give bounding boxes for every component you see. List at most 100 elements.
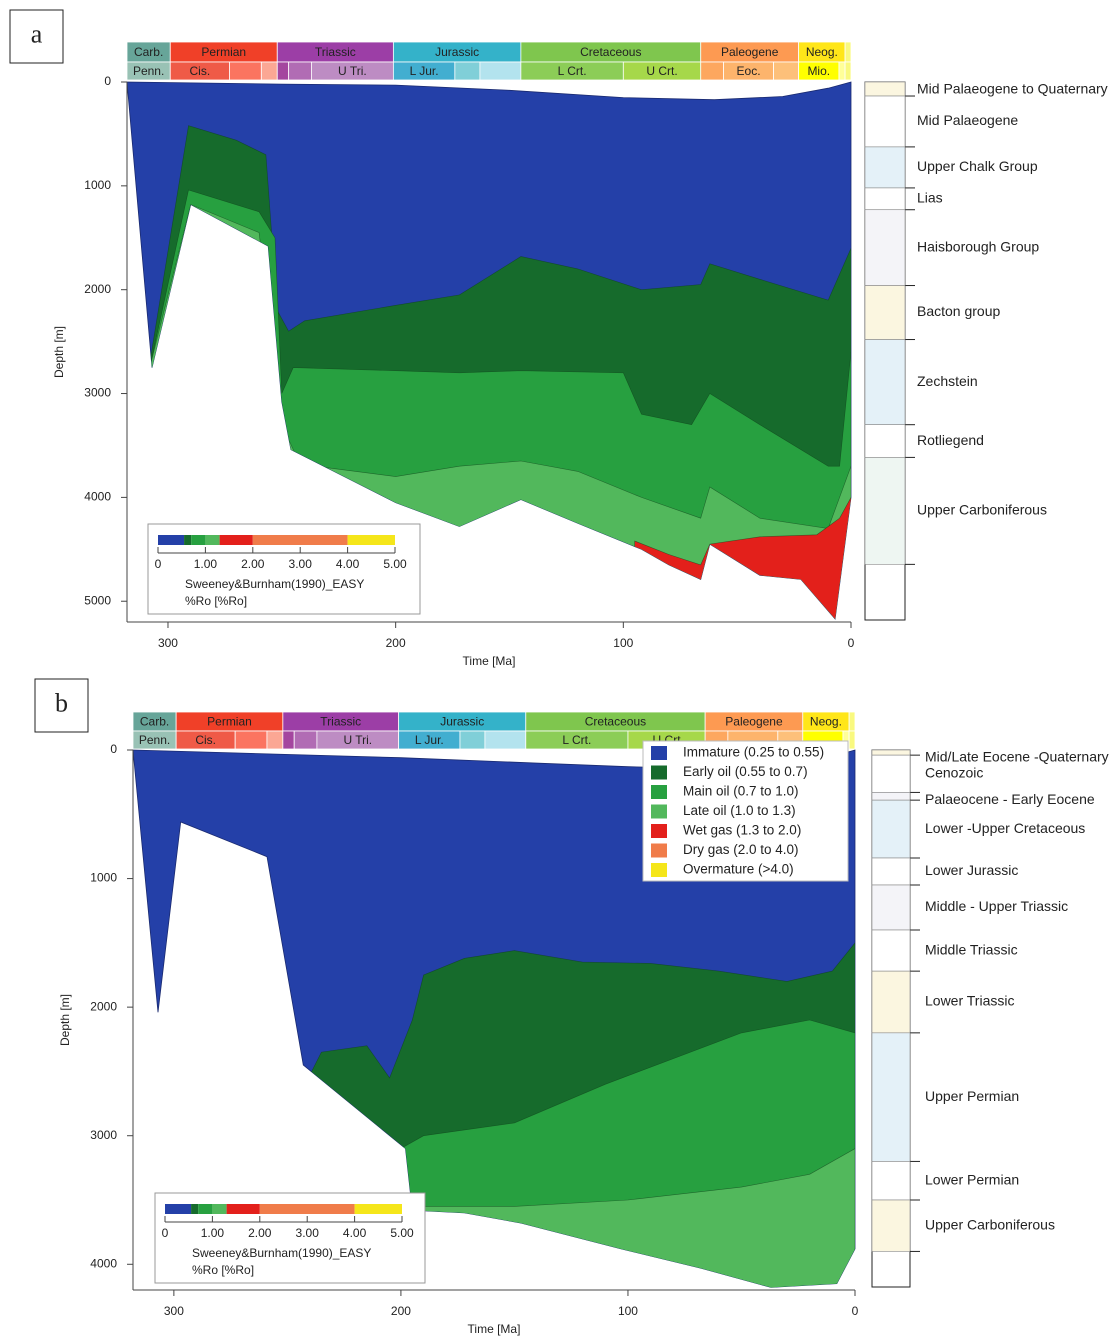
time-cell [266,730,284,750]
legend-swatch [651,843,667,858]
column-label: Mid Palaeogene to Quaternary [917,81,1108,97]
time-label: Jurassic [440,715,484,729]
time-label: U Crt. [646,64,677,78]
legend-swatch [651,863,667,877]
legend-swatch [651,765,667,780]
colorbar-tick-label: 3.00 [296,1226,320,1240]
colorbar-tick-label: 2.00 [241,557,265,571]
time-cell [260,61,278,81]
column-label: Upper Carboniferous [925,1216,1055,1232]
column-label: Bacton group [917,303,1000,319]
column-unit [871,970,911,1034]
colorbar-segment [165,1204,192,1214]
column-label: Haisborough Group [917,238,1039,254]
legend-label: Overmature (>4.0) [683,862,794,877]
column-label: Lower -Upper Cretaceous [925,820,1085,836]
column-unit [864,457,906,565]
time-label: Carb. [134,45,163,59]
column-unit [864,146,906,189]
colorbar-label: Sweeney&Burnham(1990)_EASY [185,577,364,591]
x-axis-label: Time [Ma] [468,1322,521,1336]
colorbar-segment [205,535,220,545]
legend-label: Main oil (0.7 to 1.0) [683,784,799,799]
time-cell [484,730,527,750]
time-cell [234,730,268,750]
x-tick-label: 100 [618,1304,638,1318]
column-label: Cenozoic [925,764,983,780]
time-label: L Crt. [562,733,591,747]
column-label: Upper Carboniferous [917,502,1047,518]
time-cell [848,730,856,750]
column-unit [871,857,911,886]
time-cell [282,730,295,750]
column-label: Lias [917,190,943,206]
time-label: Cis. [190,64,211,78]
column-label: Lower Jurassic [925,862,1018,878]
time-cell [838,61,846,81]
column-label: Middle - Upper Triassic [925,898,1068,914]
x-tick-label: 200 [391,1304,411,1318]
legend-swatch [651,785,667,799]
time-label: Mio. [807,64,830,78]
time-label: Neog. [806,45,838,59]
time-label: U Tri. [343,733,372,747]
y-tick-label: 1000 [84,178,111,192]
time-cell [288,61,312,81]
colorbar-segment [354,1204,402,1214]
colorbar-unit: %Ro [%Ro] [192,1263,254,1277]
colorbar-segment [184,535,192,545]
time-cell [773,61,800,81]
time-label: L Jur. [415,733,444,747]
y-tick-label: 0 [104,74,111,88]
colorbar-segment [191,535,206,545]
y-tick-label: 0 [110,742,117,756]
colorbar-segment [347,535,395,545]
colorbar-unit: %Ro [%Ro] [185,594,247,608]
column-label: Rotliegend [917,432,984,448]
colorbar-tick-label: 5.00 [383,557,407,571]
x-tick-label: 100 [613,636,633,650]
x-axis-label: Time [Ma] [463,654,516,668]
column-unit [871,1199,911,1252]
colorbar-tick-label: 2.00 [248,1226,272,1240]
column-label: Lower Triassic [925,993,1014,1009]
colorbar-segment [219,535,253,545]
x-tick-label: 300 [164,1304,184,1318]
x-tick-label: 0 [852,1304,859,1318]
column-unit [871,754,911,793]
time-label: L Crt. [558,64,587,78]
time-label: Eoc. [737,64,761,78]
legend-label: Late oil (1.0 to 1.3) [683,803,796,818]
panel-label: a [31,19,43,48]
colorbar-segment [158,535,185,545]
time-cell [454,61,481,81]
column-unit [871,884,911,931]
x-tick-label: 0 [848,636,855,650]
y-tick-label: 2000 [90,999,117,1013]
colorbar-segment [191,1204,199,1214]
y-tick-label: 4000 [90,1256,117,1270]
panel-label-box [9,9,64,64]
time-cell [848,711,856,732]
column-unit [871,792,911,801]
time-label: L Jur. [410,64,439,78]
colorbar-tick-label: 5.00 [390,1226,414,1240]
colorbar-tick-label: 4.00 [336,557,360,571]
time-cell [844,41,852,63]
legend-label: Early oil (0.55 to 0.7) [683,764,808,779]
time-label: Penn. [139,733,170,747]
colorbar-label: Sweeney&Burnham(1990)_EASY [192,1246,371,1260]
time-cell [479,61,522,81]
time-label: Paleogene [725,715,783,729]
legend-label: Wet gas (1.3 to 2.0) [683,823,801,838]
legend-label: Dry gas (2.0 to 4.0) [683,842,799,857]
column-label: Mid Palaeogene [917,112,1018,128]
time-label: Permian [201,45,246,59]
column-unit [864,339,906,425]
column-unit [871,929,911,972]
column-unit [871,1161,911,1201]
y-axis-label: Depth [m] [52,326,66,378]
time-label: Neog. [810,715,842,729]
colorbar-segment [259,1204,355,1214]
